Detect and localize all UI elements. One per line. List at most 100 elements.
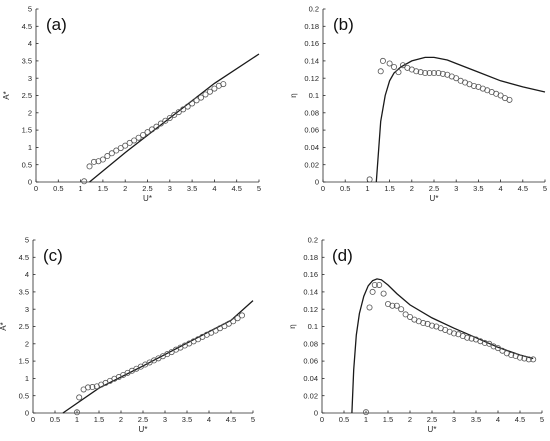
x-tick-label: 3: [163, 415, 167, 424]
data-point: [386, 60, 393, 67]
x-tick-label: 1.5: [98, 184, 108, 193]
data-point: [464, 334, 471, 341]
data-point: [86, 163, 93, 170]
x-tick-label: 5: [543, 184, 547, 193]
y-tick-label: 3.5: [19, 288, 29, 297]
y-tick-label: 3: [25, 305, 29, 314]
model-curve: [375, 56, 546, 183]
y-tick-label: 3: [28, 74, 32, 83]
data-point: [450, 330, 457, 337]
data-point: [494, 345, 501, 352]
y-tick-label: 0.2: [309, 5, 319, 14]
y-tick-label: 0.1: [308, 322, 318, 331]
x-tick-label: 0.5: [339, 415, 349, 424]
y-tick-label: 0.2: [308, 236, 318, 245]
x-tick-label: 5: [257, 184, 261, 193]
y-tick-label: 1.5: [22, 126, 32, 135]
data-point: [184, 103, 191, 110]
panel-label: (d): [332, 246, 353, 265]
data-point: [413, 68, 420, 75]
y-tick-label: 1: [25, 374, 29, 383]
data-point: [81, 178, 88, 185]
x-tick-label: 2.5: [429, 184, 439, 193]
data-point: [148, 126, 155, 133]
x-tick-label: 1.5: [383, 415, 393, 424]
x-tick-label: 0.5: [53, 184, 63, 193]
data-point: [486, 340, 493, 347]
data-point: [194, 336, 201, 343]
y-tick-label: 1: [28, 143, 32, 152]
x-axis-label: U*: [430, 194, 439, 203]
y-tick-label: 0.18: [303, 253, 318, 262]
y-tick-label: 4: [28, 39, 32, 48]
data-point: [420, 320, 427, 327]
x-tick-label: 1.5: [94, 415, 104, 424]
x-tick-label: 3: [452, 415, 456, 424]
data-point: [366, 304, 373, 311]
data-point: [193, 97, 200, 104]
data-point: [189, 100, 196, 107]
data-point: [212, 327, 219, 334]
data-point: [395, 69, 402, 76]
x-tick-label: 0: [321, 184, 325, 193]
y-tick-label: 5: [25, 236, 29, 245]
data-point: [220, 81, 227, 88]
y-axis-label: η: [289, 93, 298, 97]
x-tick-label: 0.5: [340, 184, 350, 193]
data-point: [406, 313, 413, 320]
data-point: [225, 320, 232, 327]
y-tick-label: 0.02: [303, 391, 318, 400]
y-tick-label: 0.04: [304, 143, 319, 152]
x-tick-label: 1: [365, 184, 369, 193]
data-point: [389, 302, 396, 309]
data-point: [162, 117, 169, 124]
x-tick-label: 1.5: [384, 184, 394, 193]
data-point: [144, 129, 151, 136]
x-tick-label: 3: [454, 184, 458, 193]
x-tick-label: 5: [251, 415, 255, 424]
x-axis-label: U*: [143, 194, 152, 203]
x-tick-label: 2.5: [427, 415, 437, 424]
data-point: [198, 94, 205, 101]
x-tick-label: 1: [79, 184, 83, 193]
x-tick-label: 3.5: [473, 184, 483, 193]
data-point: [369, 288, 376, 295]
x-tick-label: 0: [34, 184, 38, 193]
data-point: [508, 352, 515, 359]
y-tick-label: 0.12: [304, 74, 319, 83]
x-tick-label: 4: [207, 415, 211, 424]
chart-panel-1: 0 0.5 1 1.5 2 2.5 3 3.5 4 4.5 5 0 0.5 1 1.5 2 2.5 3 3.5 4 4.…: [2, 5, 261, 203]
data-point: [175, 109, 182, 116]
data-point: [398, 306, 405, 313]
data-point: [140, 131, 147, 138]
y-tick-label: 0: [314, 409, 318, 418]
x-tick-label: 4.5: [518, 184, 528, 193]
y-tick-label: 0.06: [304, 126, 319, 135]
y-tick-label: 0.08: [303, 339, 318, 348]
y-axis-label: A*: [2, 91, 11, 99]
data-point: [99, 156, 106, 163]
data-point: [468, 335, 475, 342]
data-point: [530, 356, 537, 363]
y-tick-label: 2.5: [22, 91, 32, 100]
data-point: [377, 68, 384, 75]
data-point: [391, 63, 398, 70]
x-tick-label: 4.5: [226, 415, 236, 424]
data-point: [481, 339, 488, 346]
y-axis-label: η: [288, 324, 297, 328]
y-tick-label: 0.14: [304, 57, 319, 66]
data-point: [126, 139, 133, 146]
data-point: [393, 302, 400, 309]
y-tick-label: 0.04: [303, 374, 318, 383]
x-tick-label: 2: [119, 415, 123, 424]
x-tick-label: 3.5: [182, 415, 192, 424]
data-point: [470, 82, 477, 89]
y-tick-label: 0.5: [22, 160, 32, 169]
model-curve: [351, 278, 534, 414]
data-point: [366, 176, 373, 183]
y-tick-label: 4.5: [22, 22, 32, 31]
data-point: [168, 349, 175, 356]
x-tick-label: 4: [499, 184, 503, 193]
data-point: [180, 106, 187, 113]
data-point: [230, 318, 237, 325]
